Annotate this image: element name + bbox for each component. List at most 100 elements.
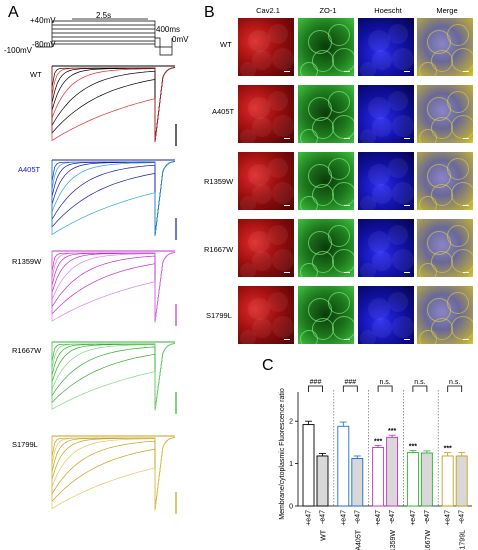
cell-outline	[372, 117, 392, 137]
scale-bar	[463, 272, 469, 273]
cell-outline	[360, 129, 376, 143]
cell-outline	[388, 24, 408, 44]
trace-set-r1667w	[51, 341, 177, 414]
micrograph-s1799l-zo	[298, 286, 354, 344]
bar-a405t-plus	[337, 425, 350, 507]
pair-bracket	[308, 385, 323, 392]
x-condition-label: -e47	[354, 510, 361, 524]
bar-significance: ***	[444, 446, 452, 453]
cell-outline	[451, 115, 473, 139]
bar-r1359w-minus	[386, 436, 399, 507]
row-label-s1799l: S1799L	[206, 311, 232, 320]
cell-outline	[392, 115, 414, 137]
col-head-hoechst: Hoescht	[374, 6, 402, 15]
bar-wt-minus	[316, 455, 329, 507]
micrograph-s1799l-hoechst	[358, 286, 414, 344]
scale-bar	[463, 205, 469, 206]
cell-outline	[419, 196, 437, 210]
pair-bracket	[377, 385, 393, 392]
bar-r1359w-plus	[372, 447, 385, 507]
scale-bar	[404, 205, 410, 206]
cell-outline	[372, 50, 392, 70]
col-head-merge: Merge	[436, 6, 458, 15]
x-condition-label: -e47	[424, 510, 431, 524]
cell-outline	[240, 263, 256, 277]
cell-outline	[388, 292, 408, 312]
scale-bar	[463, 71, 469, 72]
cell-outline	[252, 251, 272, 271]
cell-outline	[300, 196, 318, 210]
trace-set-a405t	[51, 159, 177, 240]
pair-significance: n.s.	[414, 379, 425, 386]
x-condition-label: +e47	[410, 510, 417, 526]
scale-bar	[284, 138, 290, 139]
cell-outline	[388, 158, 408, 178]
bar-significance: ***	[388, 428, 396, 435]
x-condition-label: -e47	[389, 510, 396, 524]
scale-bar	[344, 339, 350, 340]
cell-outline	[388, 91, 408, 111]
cell-outline	[392, 249, 414, 271]
row-label-r1359w: R1359W	[204, 177, 234, 186]
x-group-label: WT	[321, 529, 328, 541]
cell-outline	[392, 48, 414, 70]
cell-outline	[451, 249, 473, 273]
cell-outline	[300, 263, 318, 277]
cell-outline	[332, 182, 354, 206]
cell-outline	[240, 129, 256, 143]
x-condition-label: +e47	[340, 510, 347, 526]
bar-wt-plus	[302, 424, 315, 507]
cell-outline	[252, 184, 272, 204]
cell-outline	[268, 24, 288, 44]
cell-outline	[332, 249, 354, 273]
cell-outline	[388, 225, 408, 245]
micrograph-r1667w-zo	[298, 219, 354, 277]
cell-outline	[332, 48, 354, 72]
protocol-v-hold2: -100mV	[4, 46, 33, 55]
scale-bar	[463, 138, 469, 139]
micrograph-s1799l-cav	[238, 286, 294, 344]
pair-bracket	[412, 385, 428, 392]
y-tick-label: 2	[289, 419, 293, 426]
cell-outline	[360, 196, 376, 210]
scale-bar	[344, 138, 350, 139]
scale-bar	[463, 339, 469, 340]
panel-a-letter: A	[8, 4, 19, 21]
x-group-label: S1799L	[460, 530, 467, 550]
cell-outline	[252, 318, 272, 338]
protocol-dur-main: 2.5s	[96, 11, 112, 20]
row-label-wt: WT	[220, 40, 232, 49]
x-condition-label: +e47	[445, 510, 452, 526]
cell-outline	[300, 330, 318, 344]
protocol-dur-tail: 400ms	[156, 25, 181, 34]
bar-significance: ***	[409, 443, 417, 450]
cell-outline	[300, 129, 318, 143]
cell-outline	[328, 91, 350, 113]
cell-outline	[447, 225, 469, 247]
cell-outline	[392, 182, 414, 204]
micrograph-r1667w-cav	[238, 219, 294, 277]
fluorescence-ratio-chart: Membrane/cytoplasmic Fluorescence ratio …	[279, 379, 472, 550]
trace-set-s1799l	[51, 435, 177, 514]
trace-label-r1667w: R1667W	[12, 346, 42, 355]
trace-label-r1359w: R1359W	[12, 257, 42, 266]
micrograph-r1359w-zo	[298, 152, 354, 210]
scale-bar	[344, 272, 350, 273]
cell-outline	[360, 62, 376, 76]
bar-a405t-minus	[351, 458, 364, 507]
cell-outline	[332, 316, 354, 340]
cell-outline	[240, 196, 256, 210]
cell-outline	[451, 48, 473, 72]
micrograph-r1359w-merge	[417, 152, 473, 210]
pair-significance: n.s.	[379, 379, 390, 386]
x-condition-label: +e47	[306, 510, 313, 526]
trace-r1667w-7	[51, 342, 176, 411]
cell-outline	[368, 164, 390, 186]
cell-outline	[268, 292, 288, 312]
cell-outline	[268, 91, 288, 111]
cell-outline	[248, 164, 270, 186]
voltage-protocol	[36, 18, 173, 56]
micrograph-wt-zo	[298, 18, 354, 76]
pair-bracket	[342, 385, 358, 392]
panel-a-svg	[36, 18, 177, 514]
